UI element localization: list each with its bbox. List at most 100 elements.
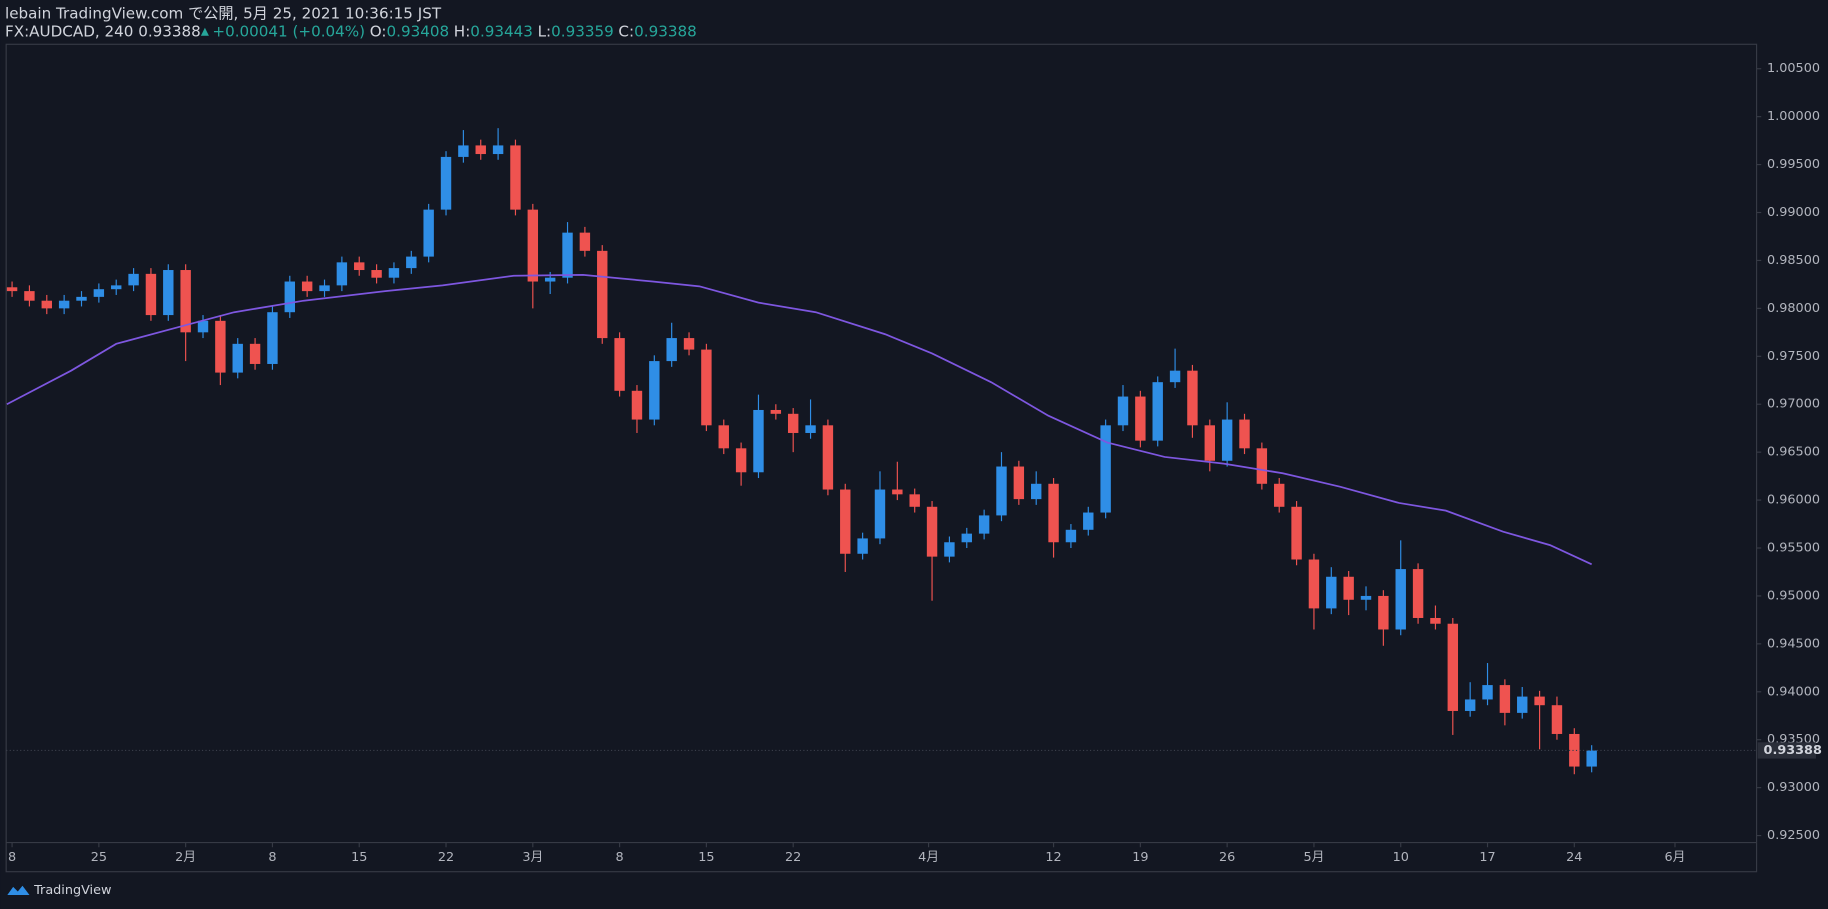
candle-body bbox=[1152, 382, 1163, 441]
candle-body bbox=[1239, 419, 1250, 449]
candle-body bbox=[1030, 483, 1042, 500]
x-tick-label: 10 bbox=[1393, 850, 1409, 865]
candle-body bbox=[458, 145, 469, 157]
candle-body bbox=[1326, 576, 1337, 609]
price-box bbox=[1757, 742, 1817, 759]
candle-body bbox=[735, 448, 747, 473]
y-tick-label: 0.99000 bbox=[1767, 205, 1820, 220]
candle-body bbox=[197, 320, 209, 333]
candle-body bbox=[874, 489, 886, 539]
x-tick-label: 6月 bbox=[1665, 850, 1686, 865]
plot-frame bbox=[5, 43, 1758, 873]
candle-body bbox=[718, 425, 729, 449]
candle-body bbox=[805, 425, 816, 433]
candle-body bbox=[249, 343, 261, 364]
x-tick-label: 15 bbox=[698, 850, 714, 865]
x-tick-label: 3月 bbox=[522, 850, 543, 865]
candle-body bbox=[631, 390, 643, 420]
y-tick-label: 0.92500 bbox=[1767, 828, 1820, 843]
y-tick-label: 0.95000 bbox=[1767, 588, 1820, 603]
candle-body bbox=[909, 494, 920, 507]
candle-body bbox=[944, 542, 955, 557]
y-tick-label: 1.00000 bbox=[1767, 109, 1820, 124]
candle-body bbox=[301, 281, 313, 292]
candle-body bbox=[770, 409, 782, 414]
candle-body bbox=[1065, 529, 1077, 543]
candle-body bbox=[354, 262, 365, 271]
candle-body bbox=[753, 409, 764, 473]
candle-body bbox=[579, 232, 591, 251]
y-tick-label: 0.97000 bbox=[1767, 397, 1820, 412]
x-tick-label: 22 bbox=[438, 850, 454, 865]
candle-body bbox=[1343, 576, 1354, 600]
candle-body bbox=[1048, 483, 1059, 543]
ohlc-key: L: bbox=[538, 22, 552, 40]
candle-body bbox=[232, 343, 243, 373]
y-tick-label: 0.95500 bbox=[1767, 541, 1820, 556]
y-tick-label: 0.97500 bbox=[1767, 349, 1820, 364]
candle-body bbox=[1187, 370, 1198, 426]
candle-body bbox=[336, 262, 348, 286]
x-tick-label: 26 bbox=[1219, 850, 1235, 865]
candle-body bbox=[1499, 685, 1511, 713]
candle-body bbox=[388, 268, 400, 278]
candle-body bbox=[544, 277, 556, 282]
candle-body bbox=[1464, 699, 1476, 711]
ohlc-value: 0.93443 bbox=[470, 22, 533, 40]
candle-body bbox=[180, 270, 191, 333]
candle-body bbox=[649, 361, 660, 420]
y-tick-label: 0.93000 bbox=[1767, 780, 1820, 795]
y-tick-label: 0.98000 bbox=[1767, 301, 1820, 316]
candle-body bbox=[1412, 569, 1424, 618]
ohlc-value: 0.93408 bbox=[387, 22, 450, 40]
y-tick-label: 0.96000 bbox=[1767, 493, 1820, 508]
candle-body bbox=[1169, 370, 1181, 383]
x-tick-label: 25 bbox=[91, 850, 107, 865]
candle-body bbox=[440, 156, 452, 210]
candle-body bbox=[510, 145, 521, 210]
candle-body bbox=[1534, 696, 1545, 706]
x-tick-label: 5月 bbox=[1303, 850, 1324, 865]
y-tick-label: 0.98500 bbox=[1767, 253, 1820, 268]
candle-body bbox=[892, 489, 903, 495]
candle-body bbox=[961, 533, 972, 543]
candle-body bbox=[475, 145, 486, 155]
candle-body bbox=[614, 338, 625, 391]
symbol-line: FX:AUDCAD, 240 0.93388▲ +0.00041 (+0.04%)… bbox=[5, 22, 697, 40]
candle-body bbox=[1360, 595, 1372, 600]
candle-body bbox=[93, 289, 105, 297]
candle-body bbox=[76, 296, 87, 301]
candle-body bbox=[145, 273, 157, 316]
candle-body bbox=[996, 466, 1007, 516]
candle-body bbox=[1135, 396, 1146, 441]
candle-body bbox=[840, 489, 851, 554]
x-tick-label: 2月 bbox=[175, 850, 196, 865]
x-tick-label: 12 bbox=[1045, 850, 1061, 865]
candle-body bbox=[284, 281, 296, 313]
candle-body bbox=[1013, 466, 1025, 500]
candle-body bbox=[683, 338, 695, 350]
ohlc-value: 0.93359 bbox=[551, 22, 614, 40]
symbol: FX:AUDCAD, 240 0.93388 bbox=[5, 22, 201, 40]
candle-body bbox=[1395, 569, 1406, 630]
ohlc-value: 0.93388 bbox=[634, 22, 697, 40]
candle-body bbox=[1204, 425, 1215, 461]
candle-body bbox=[24, 291, 35, 301]
candle-body bbox=[6, 287, 18, 292]
candle-body bbox=[41, 300, 52, 309]
candle-body bbox=[1430, 617, 1441, 624]
up-arrow: ▲ bbox=[201, 25, 210, 37]
candle-body bbox=[926, 506, 938, 557]
candle-body bbox=[787, 413, 799, 433]
x-tick-label: 24 bbox=[1566, 850, 1582, 865]
candle-body bbox=[215, 320, 226, 373]
candle-body bbox=[58, 300, 70, 309]
candle-body bbox=[1447, 623, 1459, 711]
candle-body bbox=[822, 425, 834, 490]
candle-body bbox=[1291, 506, 1302, 560]
candle-body bbox=[562, 232, 573, 278]
ohlc-key: O: bbox=[370, 22, 387, 40]
candle-body bbox=[267, 312, 278, 364]
candle-body bbox=[1117, 396, 1129, 426]
